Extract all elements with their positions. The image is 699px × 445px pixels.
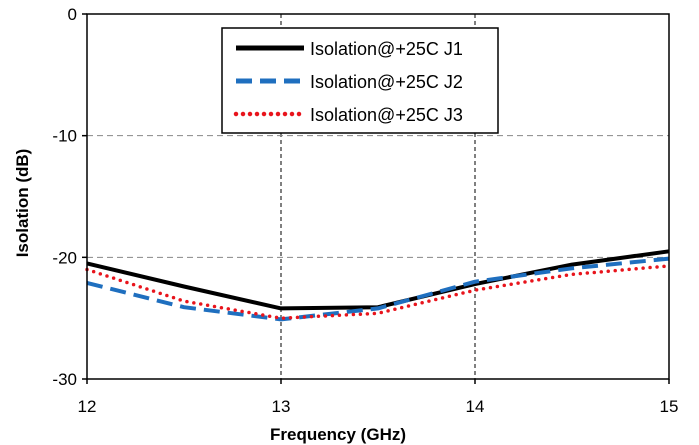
x-axis-title: Frequency (GHz) <box>270 425 406 444</box>
x-tick-label: 14 <box>466 397 485 416</box>
x-tick-label: 13 <box>272 397 291 416</box>
series-line-j2 <box>86 256 670 322</box>
y-axis-title: Isolation (dB) <box>13 149 32 258</box>
x-tick-label: 15 <box>660 397 679 416</box>
x-axis-ticks: 12 13 14 15 <box>78 379 679 416</box>
legend-label-j3: Isolation@+25C J3 <box>310 105 463 125</box>
series-layer <box>85 249 671 322</box>
y-tick-label: 0 <box>68 5 77 24</box>
y-tick-label: -30 <box>52 370 77 389</box>
legend: Isolation@+25C J1 Isolation@+25C J2 Isolat… <box>221 27 499 134</box>
legend-label-j2: Isolation@+25C J2 <box>310 72 463 92</box>
legend-label-j1: Isolation@+25C J1 <box>310 39 463 59</box>
series-line-j3 <box>85 264 671 320</box>
y-tick-label: -20 <box>52 248 77 267</box>
y-tick-label: -10 <box>52 127 77 146</box>
x-tick-label: 12 <box>78 397 97 416</box>
y-axis-ticks: 0 -10 -20 -30 <box>52 5 87 389</box>
plot-area-border <box>86 13 670 380</box>
